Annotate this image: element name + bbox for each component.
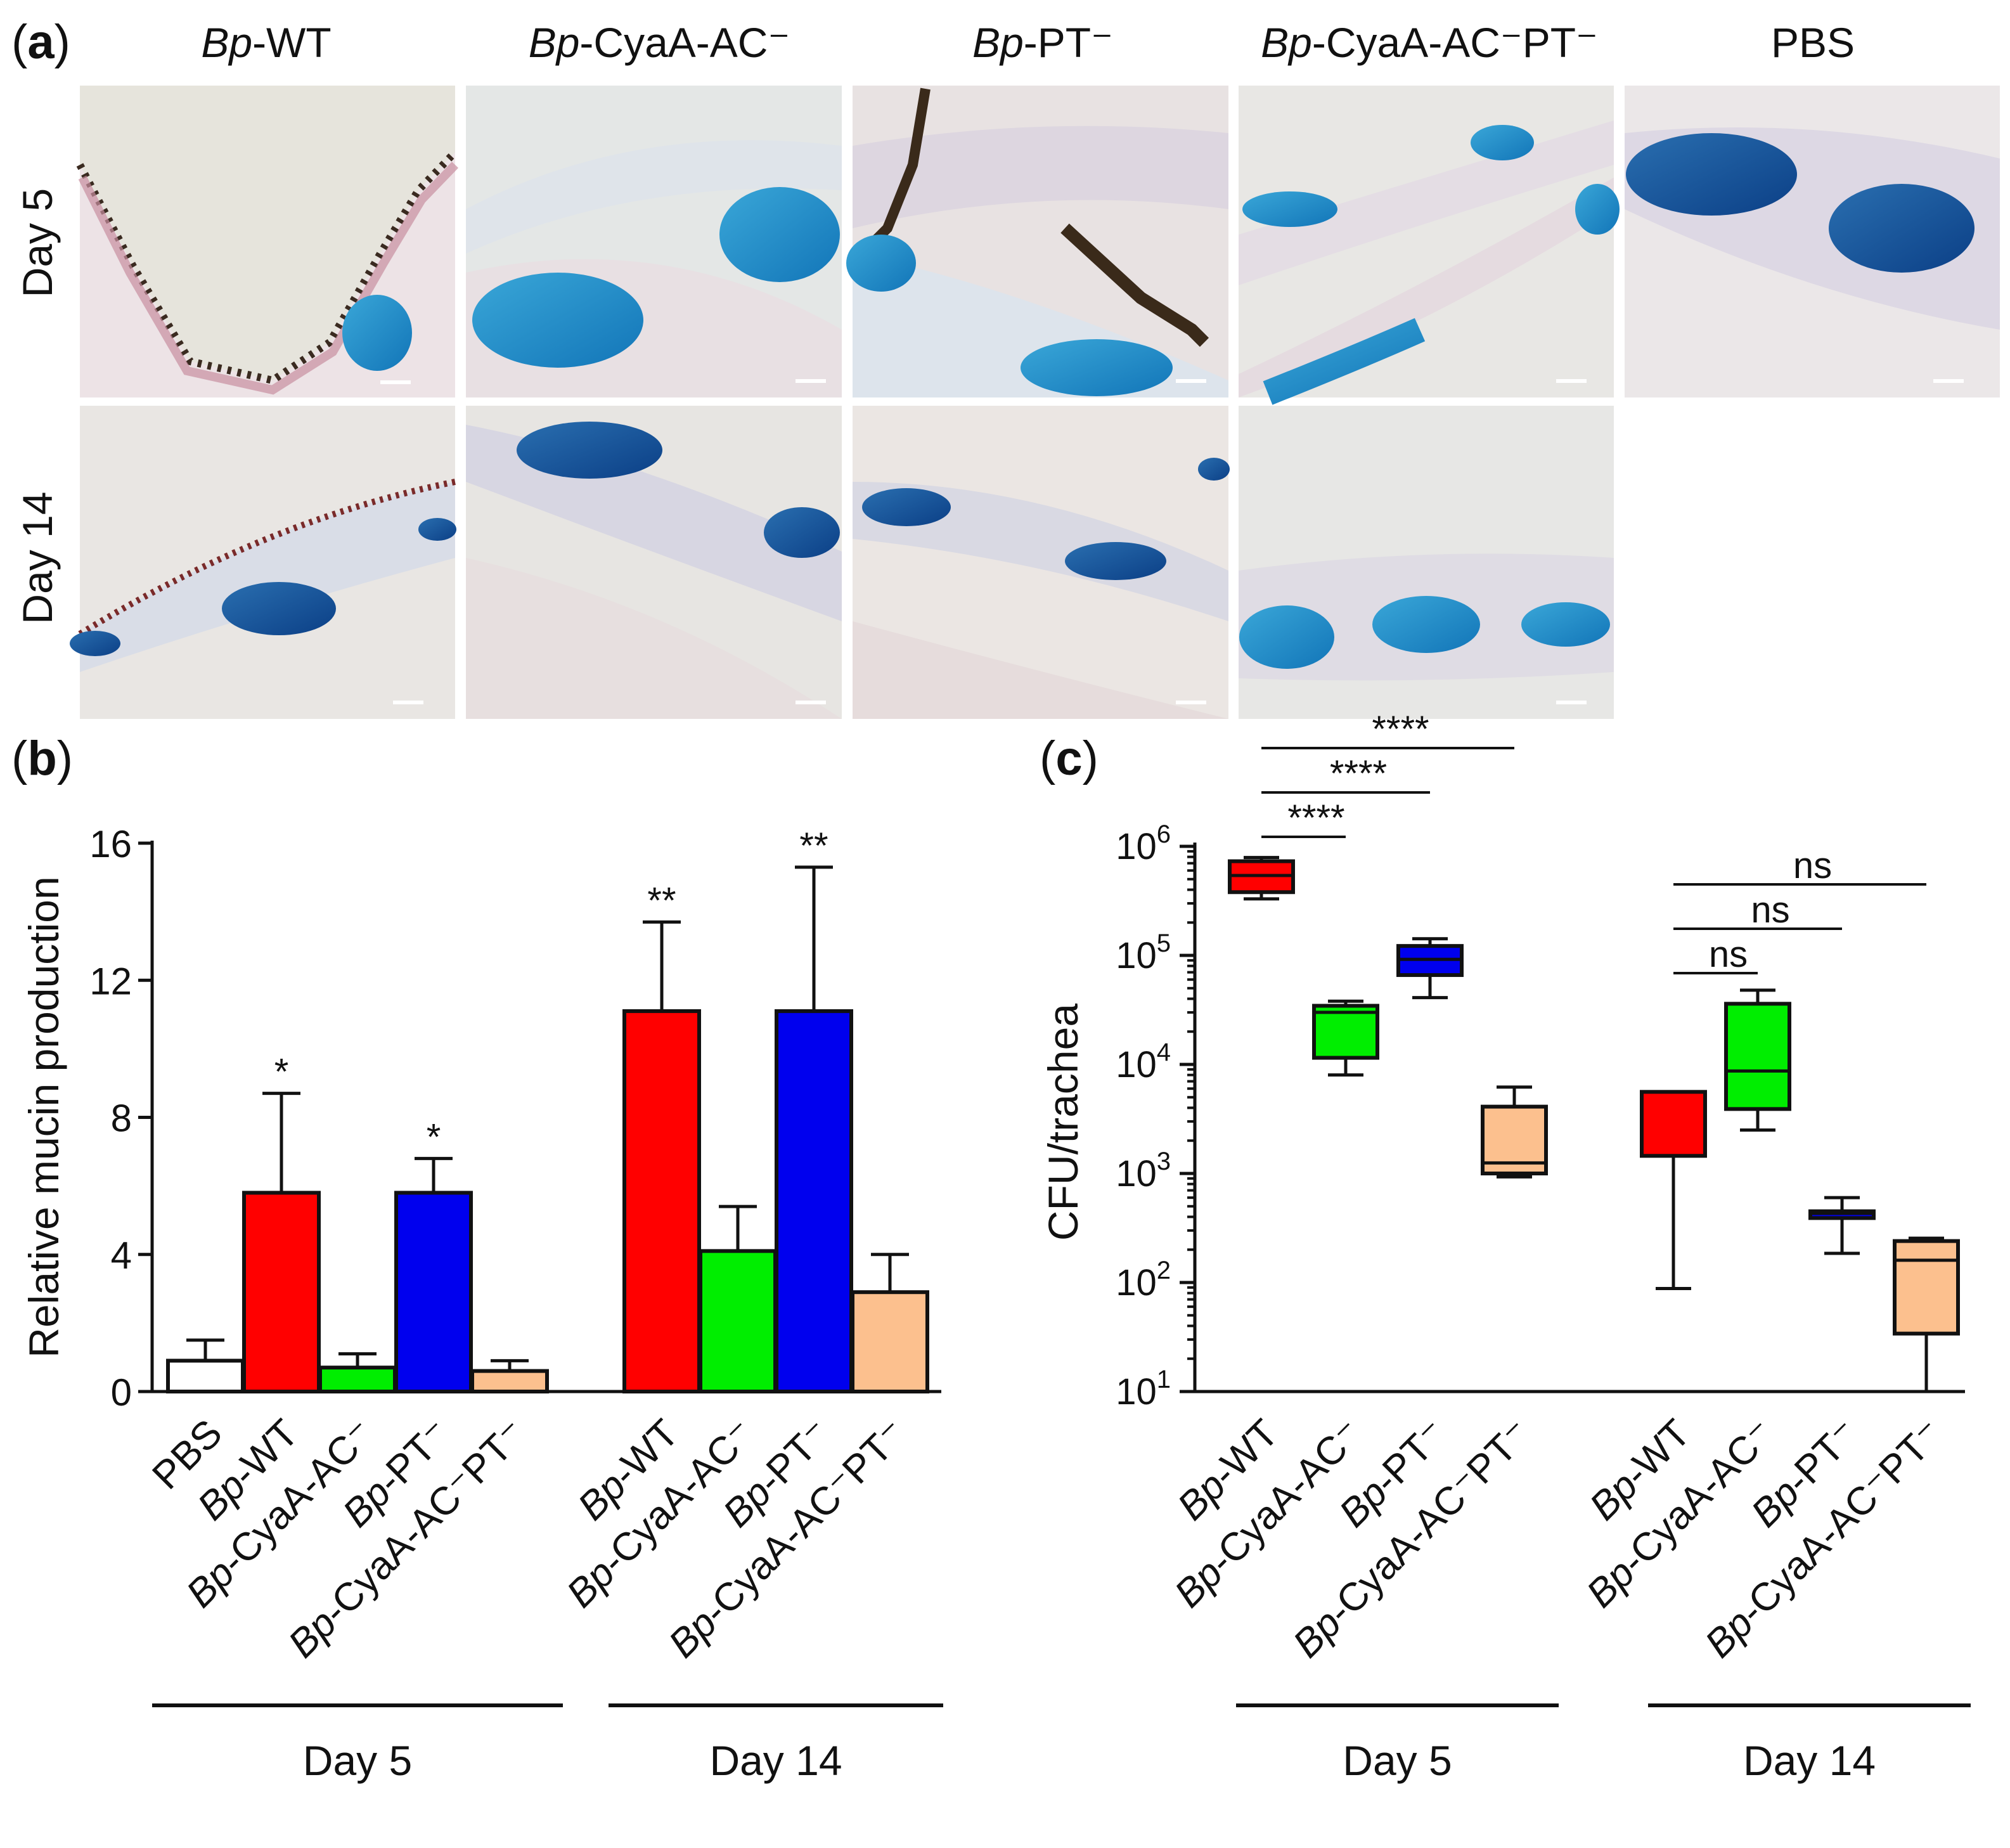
y-tick-label: 4: [111, 1234, 132, 1277]
micrograph-day5-pt: [846, 86, 1228, 397]
y-axis-label: Relative mucin production: [20, 876, 67, 1357]
y-tick-exponent: 5: [1157, 929, 1171, 957]
y-tick-label: 105: [1116, 929, 1171, 976]
significance-marker: **: [647, 880, 676, 921]
y-tick-base: 10: [1116, 826, 1157, 867]
y-tick-base: 10: [1116, 1371, 1157, 1412]
box-cyaa-day5: [1312, 1004, 1379, 1060]
group-label: Day 5: [303, 1737, 412, 1784]
y-tick-label: 8: [111, 1097, 132, 1140]
panel-label-a: (a): [11, 15, 70, 69]
row-label-day5: Day 5: [14, 188, 61, 297]
y-tick-base: 10: [1116, 935, 1157, 976]
bar-double-day14: [851, 1290, 929, 1393]
bar-pbs-day5: [166, 1359, 245, 1393]
y-tick-exponent: 3: [1157, 1147, 1171, 1175]
y-tick-base: 10: [1116, 1262, 1157, 1303]
y-tick-label: 102: [1116, 1257, 1171, 1303]
micrograph-day5-double: [1239, 86, 1620, 405]
micrograph-day5-pbs: [1625, 86, 2000, 397]
significance-marker: **: [799, 825, 828, 867]
group-label: Day 14: [1743, 1737, 1876, 1784]
y-tick-exponent: 2: [1157, 1257, 1171, 1284]
panel-a: (a) Bp-WT Bp-CyaA-AC⁻ Bp-PT⁻ Bp-CyaA-AC⁻…: [11, 15, 2000, 719]
bar-cyaa-day5: [318, 1366, 397, 1393]
micrograph-day14-wt: [70, 406, 456, 719]
micrograph-day14-cyaa: [466, 406, 842, 719]
micrograph-day14-pt: [853, 406, 1230, 719]
y-tick-exponent: 1: [1157, 1366, 1171, 1393]
y-tick-exponent: 6: [1157, 820, 1171, 848]
column-header-pbs: PBS: [1771, 19, 1855, 66]
bar-wt-day5: [242, 1191, 321, 1393]
y-tick-label: 101: [1116, 1366, 1171, 1412]
y-tick-label: 106: [1116, 820, 1171, 867]
y-tick-label: 104: [1116, 1038, 1171, 1085]
y-tick-base: 10: [1116, 1153, 1157, 1194]
comparison-label: ****: [1287, 798, 1344, 839]
y-tick-label: 16: [89, 823, 132, 865]
y-tick-label: 0: [111, 1371, 132, 1414]
box-double-day14: [1893, 1239, 1960, 1336]
bar-pt-day5: [394, 1191, 473, 1393]
comparison-label: ****: [1330, 753, 1387, 794]
column-header-cyaa: Bp-CyaA-AC⁻: [529, 19, 790, 66]
significance-marker: *: [427, 1116, 441, 1158]
comparison-label: ns: [1751, 889, 1789, 931]
box-wt-day14: [1640, 1090, 1707, 1158]
y-axis-label: CFU/trachea: [1040, 1004, 1086, 1241]
panel-c: (c) 101102103104105106CFU/tracheaBp-WTBp…: [1040, 709, 1971, 1784]
y-tick-base: 10: [1116, 1044, 1157, 1085]
bar-pt-day14: [775, 1009, 853, 1393]
panel-label-b: (b): [11, 732, 73, 785]
y-tick-exponent: 4: [1157, 1038, 1171, 1066]
row-label-day14: Day 14: [14, 491, 61, 624]
significance-marker: *: [274, 1052, 289, 1093]
bar-wt-day14: [622, 1009, 701, 1393]
bar-double-day5: [470, 1369, 549, 1393]
panel-label-c: (c): [1040, 732, 1098, 785]
box-cyaa-day14: [1724, 1002, 1791, 1111]
bar-cyaa-day14: [699, 1249, 777, 1393]
comparison-label: ****: [1372, 709, 1429, 750]
column-header-wt: Bp-WT: [201, 19, 331, 66]
comparison-label: ns: [1793, 845, 1832, 886]
column-header-double: Bp-CyaA-AC⁻PT⁻: [1261, 19, 1598, 66]
y-tick-label: 12: [89, 960, 132, 1002]
group-label: Day 5: [1343, 1737, 1452, 1784]
group-label: Day 14: [709, 1737, 842, 1784]
micrograph-day14-double: [1239, 406, 1614, 719]
y-tick-label: 103: [1116, 1147, 1171, 1194]
comparison-label: ns: [1709, 934, 1748, 975]
micrograph-day5-cyaa: [466, 86, 842, 397]
column-header-pt: Bp-PT⁻: [972, 19, 1113, 66]
cfu-box-chart: 101102103104105106CFU/tracheaBp-WTBp-Cya…: [1040, 709, 1971, 1784]
micrograph-day5-wt: [76, 86, 459, 397]
